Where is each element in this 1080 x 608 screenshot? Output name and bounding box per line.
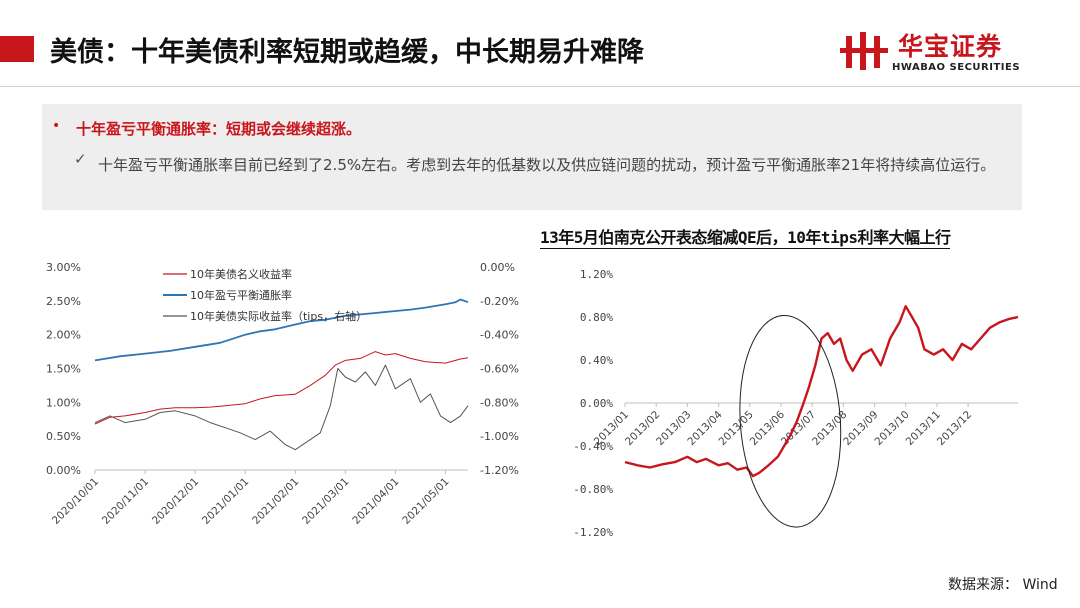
y-right-tick-label: -1.20%: [480, 464, 519, 477]
breakeven-inflation-chart: 3.00% 2.50% 2.00% 1.50% 1.00% 0.50% 0.00% 0.00%…: [46, 261, 519, 527]
series-line-2: [94, 298, 469, 362]
y-left-tick-label: 2.00%: [46, 329, 81, 342]
y-left-tick-label: 2.50%: [46, 295, 81, 308]
legend-label-3: 10年美债实际收益率（tips，右轴）: [190, 309, 367, 323]
right-chart-title: 13年5月伯南克公开表态缩减QE后，10年tips利率大幅上行: [540, 224, 951, 249]
y-right-tick-label: -0.60%: [480, 363, 519, 376]
summary-detail: 十年盈亏平衡通胀率目前已经到了2.5%左右。考虑到去年的低基数以及供应链问题的扰…: [98, 156, 996, 174]
y-tick-label: 0.80%: [580, 311, 613, 324]
y-right-tick-label: -0.40%: [480, 329, 519, 342]
slide-title: 美债：十年美债利率短期或趋缓，中长期易升难降: [50, 37, 644, 68]
x-tick-label: 2013/12: [935, 409, 974, 448]
y-tick-label: -0.80%: [573, 483, 613, 496]
x-tick-label: 2021/01/01: [200, 476, 251, 527]
company-logo: 华宝证券 HWABAO SECURITIES: [840, 30, 1040, 76]
tips-2013-chart: 1.20% 0.80% 0.40% 0.00% -0.40% -0.80% -1.20% 20…: [573, 268, 1019, 539]
checkmark-icon: ✓: [74, 150, 87, 168]
y-left-tick-label: 0.50%: [46, 430, 81, 443]
logo-mark-icon: [840, 32, 888, 70]
legend-label-2: 10年盈亏平衡通胀率: [190, 288, 292, 302]
tips-series-line: [624, 305, 1019, 478]
qe-taper-highlight-ellipse: [739, 314, 842, 528]
data-source: 数据来源： Wind: [948, 577, 1058, 593]
y-tick-label: -1.20%: [573, 526, 613, 539]
y-right-tick-label: -1.00%: [480, 430, 519, 443]
y-tick-label: 0.00%: [580, 397, 613, 410]
y-tick-label: 0.40%: [580, 354, 613, 367]
logo-chinese-name: 华宝证券: [898, 32, 1003, 61]
x-tick-label: 2020/10/01: [50, 476, 101, 527]
logo-english-name: HWABAO SECURITIES: [892, 62, 1021, 73]
x-tick-label: 2021/05/01: [400, 476, 451, 527]
series-line-1: [94, 351, 469, 425]
x-tick-label: 2021/02/01: [250, 476, 301, 527]
summary-heading: 十年盈亏平衡通胀率：短期或会继续超涨。: [76, 120, 362, 138]
header-divider: [0, 86, 1080, 87]
y-left-tick-label: 1.50%: [46, 363, 81, 376]
summary-box: • 十年盈亏平衡通胀率：短期或会继续超涨。 ✓ 十年盈亏平衡通胀率目前已经到了2…: [42, 104, 1022, 210]
legend-label-1: 10年美债名义收益率: [190, 267, 292, 281]
y-right-tick-label: -0.80%: [480, 396, 519, 409]
y-left-tick-label: 1.00%: [46, 396, 81, 409]
title-accent-bar: [0, 36, 34, 62]
y-tick-label: -0.40%: [573, 440, 613, 453]
x-tick-label: 2021/03/01: [300, 476, 351, 527]
x-tick-label: 2020/12/01: [150, 476, 201, 527]
bullet-dot-icon: •: [52, 118, 61, 134]
x-tick-label: 2021/04/01: [350, 476, 401, 527]
series-line-3: [94, 364, 469, 451]
y-left-tick-label: 3.00%: [46, 261, 81, 274]
y-right-tick-label: -0.20%: [480, 295, 519, 308]
x-tick-label: 2020/11/01: [100, 476, 151, 527]
y-right-tick-label: 0.00%: [480, 261, 515, 274]
y-tick-label: 1.20%: [580, 268, 613, 281]
y-left-tick-label: 0.00%: [46, 464, 81, 477]
